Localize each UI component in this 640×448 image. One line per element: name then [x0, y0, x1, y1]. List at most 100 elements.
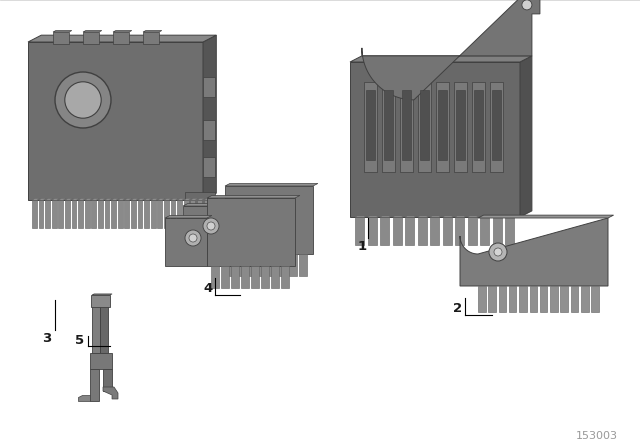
Polygon shape [183, 206, 225, 254]
Polygon shape [144, 200, 149, 228]
Polygon shape [367, 217, 376, 245]
Polygon shape [364, 82, 377, 172]
Polygon shape [84, 200, 90, 228]
Circle shape [207, 222, 215, 230]
Polygon shape [72, 200, 76, 228]
Polygon shape [83, 30, 102, 32]
Polygon shape [442, 216, 454, 217]
Polygon shape [165, 215, 212, 218]
Polygon shape [519, 286, 527, 312]
Polygon shape [550, 286, 557, 312]
Polygon shape [144, 198, 152, 200]
Polygon shape [355, 216, 366, 217]
Circle shape [203, 218, 219, 234]
Polygon shape [45, 198, 52, 200]
Polygon shape [384, 90, 393, 160]
Circle shape [65, 82, 101, 118]
Polygon shape [191, 198, 198, 200]
Polygon shape [467, 217, 477, 245]
Polygon shape [442, 217, 451, 245]
Polygon shape [197, 200, 202, 228]
Polygon shape [177, 200, 182, 228]
Polygon shape [53, 32, 69, 44]
Polygon shape [92, 305, 100, 353]
Polygon shape [289, 254, 296, 276]
Polygon shape [480, 217, 489, 245]
Polygon shape [171, 200, 175, 228]
Polygon shape [505, 216, 516, 217]
Polygon shape [131, 200, 136, 228]
Text: 2: 2 [453, 302, 463, 314]
Polygon shape [299, 254, 307, 276]
Polygon shape [259, 254, 266, 276]
Polygon shape [131, 198, 139, 200]
Polygon shape [52, 198, 60, 200]
Polygon shape [53, 30, 72, 32]
Polygon shape [124, 198, 132, 200]
Polygon shape [355, 217, 364, 245]
Text: 3: 3 [42, 332, 52, 345]
Polygon shape [58, 200, 63, 228]
Polygon shape [472, 82, 485, 172]
Polygon shape [28, 42, 203, 200]
Polygon shape [455, 217, 464, 245]
Polygon shape [197, 198, 205, 200]
Polygon shape [366, 90, 375, 160]
Polygon shape [430, 216, 441, 217]
Polygon shape [177, 198, 185, 200]
Polygon shape [32, 198, 40, 200]
Polygon shape [103, 369, 112, 391]
Polygon shape [400, 82, 413, 172]
Polygon shape [417, 217, 426, 245]
Polygon shape [417, 216, 429, 217]
Polygon shape [203, 35, 216, 200]
Polygon shape [204, 198, 211, 200]
Polygon shape [350, 56, 532, 62]
Polygon shape [520, 56, 532, 217]
Text: 153003: 153003 [576, 431, 618, 441]
Polygon shape [151, 200, 156, 228]
Polygon shape [104, 198, 112, 200]
Polygon shape [164, 198, 172, 200]
Polygon shape [157, 198, 165, 200]
Polygon shape [392, 216, 404, 217]
Polygon shape [124, 200, 129, 228]
Polygon shape [113, 32, 129, 44]
Polygon shape [210, 198, 218, 200]
Polygon shape [454, 82, 467, 172]
Polygon shape [271, 266, 278, 288]
Polygon shape [499, 286, 506, 312]
Polygon shape [38, 200, 44, 228]
Polygon shape [405, 217, 414, 245]
Polygon shape [78, 200, 83, 228]
Polygon shape [478, 286, 486, 312]
Polygon shape [84, 198, 92, 200]
Polygon shape [184, 198, 191, 200]
Polygon shape [505, 217, 514, 245]
Polygon shape [402, 90, 411, 160]
Polygon shape [32, 200, 36, 228]
Polygon shape [241, 266, 248, 288]
Polygon shape [92, 198, 99, 200]
Polygon shape [100, 305, 108, 353]
Polygon shape [380, 217, 389, 245]
Polygon shape [436, 82, 449, 172]
Polygon shape [460, 218, 608, 286]
Polygon shape [420, 90, 429, 160]
Polygon shape [111, 198, 119, 200]
Polygon shape [157, 200, 162, 228]
Polygon shape [529, 286, 537, 312]
Polygon shape [28, 35, 216, 42]
Polygon shape [490, 82, 503, 172]
Polygon shape [171, 198, 178, 200]
Polygon shape [104, 200, 109, 228]
Polygon shape [164, 200, 169, 228]
Polygon shape [392, 217, 401, 245]
Polygon shape [91, 295, 110, 307]
Polygon shape [480, 216, 491, 217]
Polygon shape [207, 195, 300, 198]
Polygon shape [65, 200, 70, 228]
Polygon shape [467, 216, 479, 217]
Polygon shape [229, 254, 237, 276]
Polygon shape [143, 32, 159, 44]
